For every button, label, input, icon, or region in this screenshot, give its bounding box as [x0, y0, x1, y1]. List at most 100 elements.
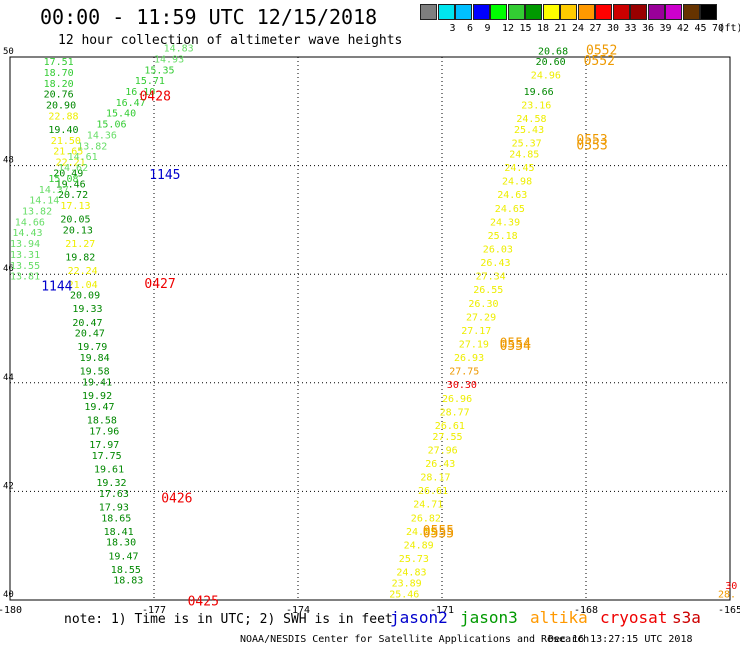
legend-label: 6 [467, 23, 474, 34]
swh-value: 15.06 [96, 120, 126, 131]
swh-value: 28.77 [440, 407, 470, 418]
swh-value: 17.97 [89, 440, 119, 451]
swh-value: 18.20 [44, 79, 74, 90]
swh-value: 22.24 [68, 266, 98, 277]
swh-value: 13.81 [10, 272, 40, 283]
legend-label: 21 [554, 23, 567, 34]
x-tick-label: -174 [286, 605, 310, 616]
swh-value: 21.04 [68, 280, 98, 291]
legend-swatch [560, 4, 577, 20]
legend-unit: (ft) [718, 23, 740, 34]
swh-value: 14.61 [68, 152, 98, 163]
swh-value: 24.89 [404, 540, 434, 551]
legend-swatch [577, 4, 595, 20]
swh-value: 20.68 [538, 46, 568, 57]
swh-value: 25.37 [512, 139, 542, 150]
swh-value: 30 [725, 581, 737, 592]
legend-swatch [700, 4, 717, 20]
legend-label: 36 [642, 23, 655, 34]
swh-value: 17.96 [89, 426, 119, 437]
legend-label: 3 [449, 23, 456, 34]
legend-swatch [630, 4, 647, 20]
swh-value: 27.96 [428, 445, 458, 456]
swh-value: 26.43 [480, 258, 510, 269]
swh-value: 19.33 [72, 304, 102, 315]
swh-value: 30.30 [447, 380, 477, 391]
swh-value: 19.79 [77, 342, 107, 353]
swh-value: 20.05 [60, 215, 90, 226]
swh-value: 21.50 [51, 136, 81, 147]
pass-time-label: 1144 [41, 279, 72, 294]
swh-value: 26.61 [418, 486, 448, 497]
plot-frame [9, 56, 731, 601]
swh-value: 13.94 [10, 239, 40, 250]
swh-value: 24.58 [516, 114, 546, 125]
swh-value: 24.71 [413, 500, 443, 511]
swh-value: 17.13 [60, 201, 90, 212]
legend-label: 70 [712, 23, 725, 34]
swh-value: 24.96 [531, 71, 561, 82]
swh-value: 21.27 [65, 239, 95, 250]
satellite-jason3: jason3 [460, 608, 518, 627]
swh-value: 24.98 [502, 177, 532, 188]
legend-swatch [437, 4, 455, 20]
legend-label: 18 [537, 23, 550, 34]
swh-value: 19.47 [108, 551, 138, 562]
swh-value: 20.72 [58, 190, 88, 201]
satellite-s3a: s3a [672, 608, 701, 627]
swh-value: 14.93 [154, 54, 184, 65]
swh-value: 21.65 [53, 147, 83, 158]
swh-value: 28.17 [420, 473, 450, 484]
swh-value: 26.03 [483, 244, 513, 255]
legend-swatch [647, 4, 665, 20]
pass-time-label: 0555 [423, 527, 454, 542]
x-tick-label: -177 [142, 605, 166, 616]
pass-time-label: 0427 [144, 277, 175, 292]
swh-value: 24.63 [497, 190, 527, 201]
legend-swatch [455, 4, 472, 20]
swh-value: 22.21 [56, 158, 86, 169]
swh-value: 18.83 [113, 576, 143, 587]
x-tick-label: -168 [574, 605, 598, 616]
swh-value: 14.43 [12, 228, 42, 239]
legend-swatch [665, 4, 682, 20]
swh-value: 20.90 [46, 101, 76, 112]
pass-time-label: 0425 [188, 594, 219, 609]
legend-label: 12 [502, 23, 515, 34]
swh-value: 28. [718, 589, 736, 600]
swh-value: 13.55 [10, 261, 40, 272]
y-tick-label: 48 [3, 156, 14, 166]
legend-swatch [612, 4, 630, 20]
swh-value: 17.93 [99, 502, 129, 513]
swh-value: 14.62 [58, 163, 88, 174]
legend-label: 45 [694, 23, 707, 34]
swh-value: 20.47 [75, 329, 105, 340]
swh-value: 26.61 [435, 421, 465, 432]
legend-label: 42 [677, 23, 690, 34]
pass-time-label: 0428 [140, 89, 171, 104]
swh-value: 25.73 [399, 554, 429, 565]
legend-swatch [595, 4, 612, 20]
credit-line: NOAA/NESDIS Center for Satellite Applica… [240, 634, 590, 645]
swh-value: 18.58 [87, 416, 117, 427]
swh-value: 20.60 [536, 57, 566, 68]
swh-value: 14.66 [15, 217, 45, 228]
satellite-cryosat: cryosat [600, 608, 668, 627]
pass-time-label: 0552 [584, 54, 615, 69]
swh-value: 15.08 [48, 174, 78, 185]
swh-value: 14.14 [29, 196, 59, 207]
swh-value: 22.88 [48, 111, 78, 122]
swh-value: 14.36 [87, 130, 117, 141]
swh-value: 18.70 [44, 68, 74, 79]
pass-time-label: 0554 [500, 337, 531, 352]
swh-value: 19.84 [80, 353, 110, 364]
map-subtitle: 12 hour collection of altimeter wave hei… [58, 33, 403, 48]
swh-value: 23.16 [521, 101, 551, 112]
swh-value: 27.75 [449, 367, 479, 378]
swh-value: 27.55 [432, 432, 462, 443]
swh-value: 15.40 [106, 109, 136, 120]
swh-value: 24.55 [406, 527, 436, 538]
pass-time-label: 0553 [576, 133, 607, 148]
swh-value: 19.92 [82, 391, 112, 402]
